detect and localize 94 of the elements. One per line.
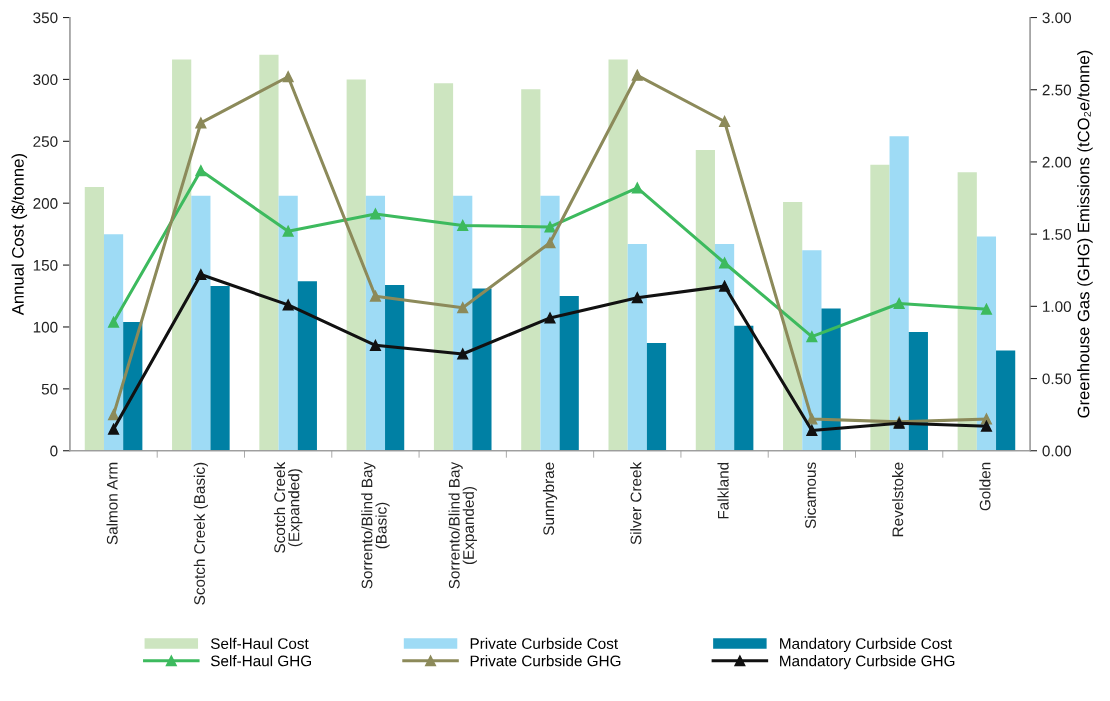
- point: [195, 269, 207, 281]
- bar: [453, 195, 473, 451]
- point: [806, 413, 818, 425]
- legend-label: Private Curbside Cost: [470, 637, 618, 649]
- bar: [734, 325, 754, 451]
- bar: [957, 172, 977, 451]
- point: [195, 165, 207, 177]
- y-tick-label: 100: [33, 321, 58, 333]
- point: [369, 339, 381, 351]
- bar: [472, 288, 492, 451]
- x-tick-label: Sorrento/Blind Bay (Expanded): [448, 461, 477, 589]
- bar: [210, 286, 230, 451]
- y-tick-label: 250: [33, 136, 58, 147]
- bar: [191, 195, 211, 451]
- point: [282, 225, 294, 237]
- y2-tick-label: 1.50: [1043, 229, 1072, 240]
- point: [195, 117, 207, 129]
- point: [893, 297, 905, 310]
- y2-tick-label: 2.00: [1042, 156, 1072, 168]
- bar: [996, 350, 1016, 451]
- y2-tick-label: 1.00: [1043, 301, 1072, 313]
- y2-tick-label: 0.50: [1042, 373, 1072, 385]
- legend-label: Mandatory Curbside GHG: [780, 655, 955, 670]
- point: [282, 299, 294, 311]
- x-tick-label: Scotch Creek (Basic): [193, 462, 208, 605]
- y2-tick-label: 2.50: [1042, 84, 1072, 96]
- y2-axis-title: Greenhouse Gas (GHG) Emissions (tCO₂e/tonne): [1077, 50, 1093, 418]
- point: [108, 409, 120, 421]
- point: [369, 208, 381, 220]
- bar: [259, 54, 279, 451]
- y-tick-label: 300: [33, 74, 58, 86]
- y2-tick-label: 3.00: [1042, 12, 1072, 24]
- x-tick-label: Sicamous: [804, 462, 816, 529]
- point: [631, 69, 643, 81]
- bar: [627, 244, 647, 451]
- point: [544, 312, 556, 324]
- bar: [84, 187, 104, 451]
- point: [544, 237, 556, 249]
- x-tick-label: Sorrento/Blind Bay (Basic): [361, 461, 390, 589]
- bar: [783, 201, 803, 451]
- legend-label: Self-Haul Cost: [210, 637, 309, 649]
- point: [457, 302, 469, 314]
- x-tick-label: Falkland: [717, 462, 729, 519]
- point: [719, 115, 731, 128]
- bar: [821, 308, 841, 451]
- point: [631, 292, 643, 304]
- y-tick-label: 150: [33, 259, 58, 271]
- bar: [521, 89, 541, 451]
- point: [980, 303, 992, 315]
- x-tick-label: Revelstoke: [892, 462, 904, 537]
- point: [806, 331, 818, 343]
- x-tick-label: Sunnybrae: [542, 462, 558, 536]
- bar: [278, 195, 298, 451]
- bar: [695, 149, 715, 451]
- point: [282, 71, 294, 83]
- bar: [346, 79, 366, 451]
- legend-label: Self-Haul GHG: [210, 655, 311, 667]
- point: [457, 348, 469, 360]
- bar: [646, 343, 667, 451]
- bar: [976, 236, 997, 451]
- bar: [559, 296, 579, 451]
- bar: [433, 83, 454, 451]
- x-tick-label: Silver Creek: [630, 461, 642, 545]
- bar: [870, 164, 890, 451]
- point: [369, 290, 381, 302]
- x-tick-label: Golden: [979, 462, 991, 511]
- y-tick-label: 350: [33, 12, 58, 24]
- y-tick-label: 200: [33, 198, 58, 209]
- y-axis-title: Annual Cost ($/tonne): [11, 154, 28, 316]
- point: [544, 221, 556, 233]
- bar: [172, 59, 192, 451]
- point: [457, 219, 469, 232]
- point: [108, 316, 120, 328]
- point: [108, 423, 120, 435]
- x-tick-label: Scotch Creek (Expanded): [273, 461, 303, 553]
- bar: [297, 281, 317, 451]
- y-tick-label: 50: [41, 383, 58, 395]
- point: [719, 280, 731, 292]
- point: [631, 182, 643, 194]
- x-tick-label: Salmon Arm: [106, 462, 118, 545]
- bar: [608, 59, 628, 451]
- point: [806, 424, 818, 437]
- point: [980, 420, 992, 432]
- bar: [540, 195, 560, 451]
- bar: [714, 244, 735, 451]
- bar: [908, 331, 928, 451]
- bar: [365, 195, 386, 451]
- legend-label: Mandatory Curbside Cost: [780, 637, 952, 653]
- y-tick-label: 0: [50, 445, 58, 457]
- bar: [385, 284, 405, 451]
- y2-tick-label: 0.00: [1042, 445, 1072, 457]
- bar: [103, 234, 124, 451]
- legend-label: Private Curbside GHG: [470, 655, 621, 667]
- bar: [889, 136, 909, 451]
